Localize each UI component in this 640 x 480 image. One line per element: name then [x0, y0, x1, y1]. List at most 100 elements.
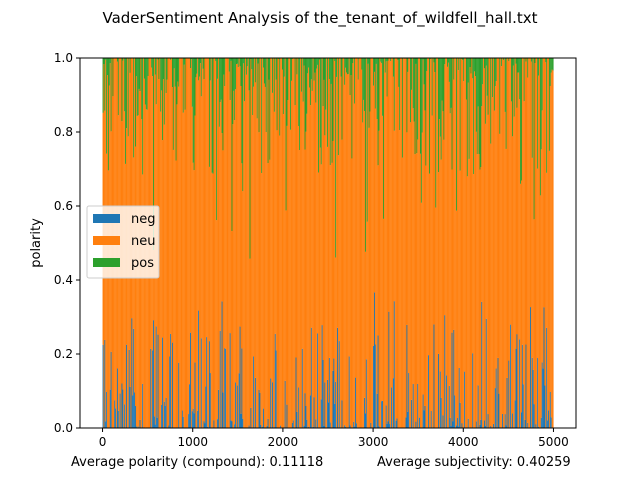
bar-segment-neu [191, 106, 193, 412]
bar-segment-neu [282, 69, 284, 428]
bar-segment-neu [169, 58, 171, 357]
legend-swatch-neg [93, 214, 120, 223]
bar-segment-neg [165, 397, 167, 428]
bar-segment-pos [426, 58, 428, 71]
bar-segment-pos [433, 58, 435, 63]
bar-segment-pos [515, 58, 517, 64]
bar-segment-neu [326, 58, 328, 428]
bar-segment-pos [511, 58, 513, 137]
bar-segment-neu [276, 130, 278, 428]
bar-segment-pos [146, 58, 148, 110]
bar-segment-neu [364, 110, 366, 398]
bar-segment-neu [280, 58, 282, 426]
bar-segment-pos [384, 58, 386, 73]
bar-segment-neg [248, 425, 250, 428]
bar-segment-neg [217, 419, 219, 428]
bar-segment-neu [465, 99, 467, 429]
bar-segment-pos [162, 58, 164, 80]
bar-segment-neu [346, 72, 348, 428]
bar-segment-neu [362, 122, 364, 429]
bar-segment-neg [382, 400, 384, 428]
bar-segment-neg [322, 359, 324, 428]
bar-segment-neg [538, 426, 540, 428]
bar-segment-pos [235, 58, 237, 90]
bar-segment-neu [458, 58, 460, 368]
bar-segment-neg [104, 339, 106, 428]
bar-segment-neg [260, 424, 262, 428]
bar-segment-neu [360, 58, 362, 428]
bar-segment-neg [134, 392, 136, 428]
bar-segment-pos [199, 58, 201, 64]
bar-segment-neu [499, 133, 501, 428]
bar-segment-pos [441, 58, 443, 101]
bar-segment-pos [362, 58, 364, 123]
bar-segment-neu [502, 60, 504, 428]
bar-segment-neg [377, 335, 379, 428]
bar-segment-neu [261, 173, 263, 428]
bar-segment-pos [192, 58, 194, 163]
bar-segment-neg [381, 401, 383, 428]
bar-segment-pos [116, 58, 118, 62]
bar-segment-neg [464, 371, 466, 428]
bar-segment-neu [305, 131, 307, 406]
bar-segment-neg [263, 408, 265, 428]
bar-segment-neg [370, 422, 372, 428]
bar-segment-neu [535, 58, 537, 425]
bar-segment-neu [182, 112, 184, 417]
bar-segment-neg [439, 371, 441, 428]
bar-segment-neg [516, 334, 518, 428]
bar-segment-neg [207, 426, 209, 428]
bar-segment-neg [292, 420, 294, 428]
bar-segment-pos [549, 58, 551, 86]
bar-segment-neg [205, 386, 207, 428]
bar-segment-pos [136, 58, 138, 116]
bar-segment-neg [548, 410, 550, 428]
bar-segment-neu [456, 58, 458, 418]
bar-segment-pos [283, 58, 285, 77]
bar-segment-pos [200, 58, 202, 97]
bar-segment-neu [414, 154, 416, 428]
bar-segment-neg [230, 420, 232, 428]
bar-segment-pos [449, 58, 451, 114]
bar-segment-neu [263, 83, 265, 428]
bar-segment-neg [458, 367, 460, 428]
bar-segment-neu [513, 116, 515, 428]
bar-segment-pos [479, 58, 481, 170]
y-axis: 0.0 0.2 0.4 0.6 0.8 1.0 [54, 51, 80, 435]
bar-segment-neu [162, 140, 164, 338]
bar-segment-neu [292, 58, 294, 421]
bar-segment-pos [357, 58, 359, 80]
bar-segment-neg [240, 413, 242, 428]
bar-segment-pos [216, 58, 218, 221]
bar-segment-neu [512, 65, 514, 429]
bar-segment-neu [397, 60, 399, 428]
bar-segment-neg [320, 399, 322, 428]
bar-segment-neu [181, 58, 183, 411]
bar-segment-pos [481, 58, 483, 107]
x-tick-label: 1000 [177, 435, 208, 449]
bar-segment-neu [448, 81, 450, 386]
bar-segment-neu [522, 58, 524, 385]
bar-segment-neu [418, 58, 420, 428]
bar-segment-neu [375, 63, 377, 429]
bar-segment-pos [486, 58, 488, 96]
bar-segment-neu [493, 110, 495, 428]
bar-segment-pos [399, 58, 401, 130]
bar-segment-pos [466, 58, 468, 177]
bar-segment-neg [550, 417, 552, 428]
bar-segment-neu [323, 79, 325, 426]
bar-segment-pos [219, 58, 221, 103]
bar-segment-neu [525, 61, 527, 345]
bar-segment-neg [334, 403, 336, 428]
legend: neg neu pos [86, 205, 160, 279]
x-tick-label: 3000 [358, 435, 389, 449]
bar-segment-pos [456, 58, 458, 211]
bar-segment-neu [486, 95, 488, 428]
bar-segment-pos [331, 58, 333, 163]
bar-segment-neg [128, 349, 130, 428]
bar-segment-neg [417, 384, 419, 428]
bar-segment-neu [523, 101, 525, 428]
bar-segment-pos [318, 58, 320, 173]
legend-label-neu: neu [131, 234, 155, 249]
bar-segment-neg [313, 397, 315, 428]
